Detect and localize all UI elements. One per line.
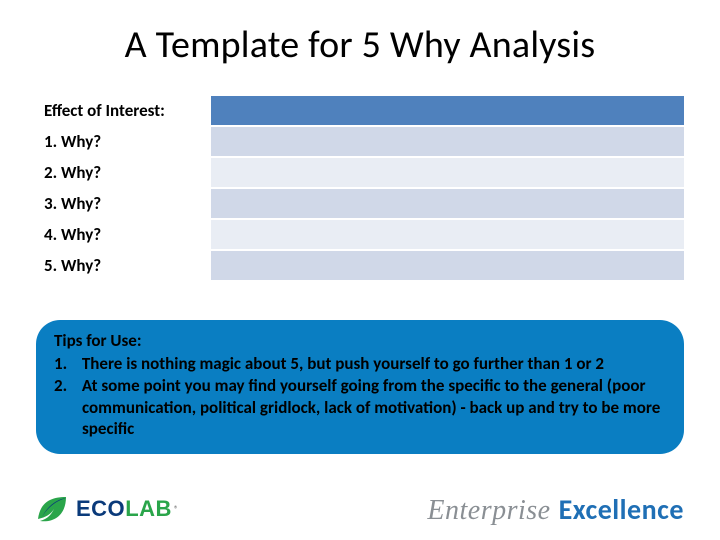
five-why-table: Effect of Interest: 1. Why? 2. Why? 3. W… (36, 96, 684, 282)
why-value-2 (211, 157, 684, 188)
why-label-1: 1. Why? (36, 126, 211, 157)
tips-item-1: 1. There is nothing magic about 5, but p… (54, 353, 666, 374)
tips-item-2-text: At some point you may find yourself goin… (82, 375, 660, 439)
table-row: 1. Why? (36, 126, 684, 157)
slide: A Template for 5 Why Analysis Effect of … (0, 0, 720, 540)
table-row: 3. Why? (36, 188, 684, 219)
table-header-row: Effect of Interest: (36, 96, 684, 126)
why-label-5: 5. Why? (36, 250, 211, 281)
tips-list: 1. There is nothing magic about 5, but p… (54, 353, 666, 439)
ecolab-logo: ECOLAB ® (36, 495, 178, 523)
ee-excellence-text: Excellence (559, 492, 684, 527)
why-value-3 (211, 188, 684, 219)
why-value-4 (211, 219, 684, 250)
tips-item-2: 2. At some point you may find yourself g… (54, 375, 666, 439)
why-value-5 (211, 250, 684, 281)
ecolab-mark-icon (36, 495, 74, 523)
effect-of-interest-label: Effect of Interest: (36, 96, 211, 126)
ee-enterprise-text: Enterprise (427, 495, 550, 527)
ecolab-wordmark: ECOLAB (76, 496, 172, 522)
why-label-2: 2. Why? (36, 157, 211, 188)
footer: ECOLAB ® Enterprise Excellence (36, 488, 684, 530)
why-label-3: 3. Why? (36, 188, 211, 219)
table-row: 4. Why? (36, 219, 684, 250)
why-value-1 (211, 126, 684, 157)
why-label-4: 4. Why? (36, 219, 211, 250)
slide-title: A Template for 5 Why Analysis (36, 22, 684, 68)
ecolab-eco: ECO (76, 496, 125, 521)
effect-of-interest-value (211, 96, 684, 126)
registered-icon: ® (174, 504, 179, 515)
table-row: 2. Why? (36, 157, 684, 188)
ecolab-lab: LAB (125, 496, 172, 521)
tips-item-1-text: There is nothing magic about 5, but push… (82, 353, 604, 374)
tips-box: Tips for Use: 1. There is nothing magic … (36, 320, 684, 454)
table-row: 5. Why? (36, 250, 684, 281)
enterprise-excellence-logo: Enterprise Excellence (427, 492, 684, 527)
tips-title: Tips for Use: (54, 330, 666, 351)
